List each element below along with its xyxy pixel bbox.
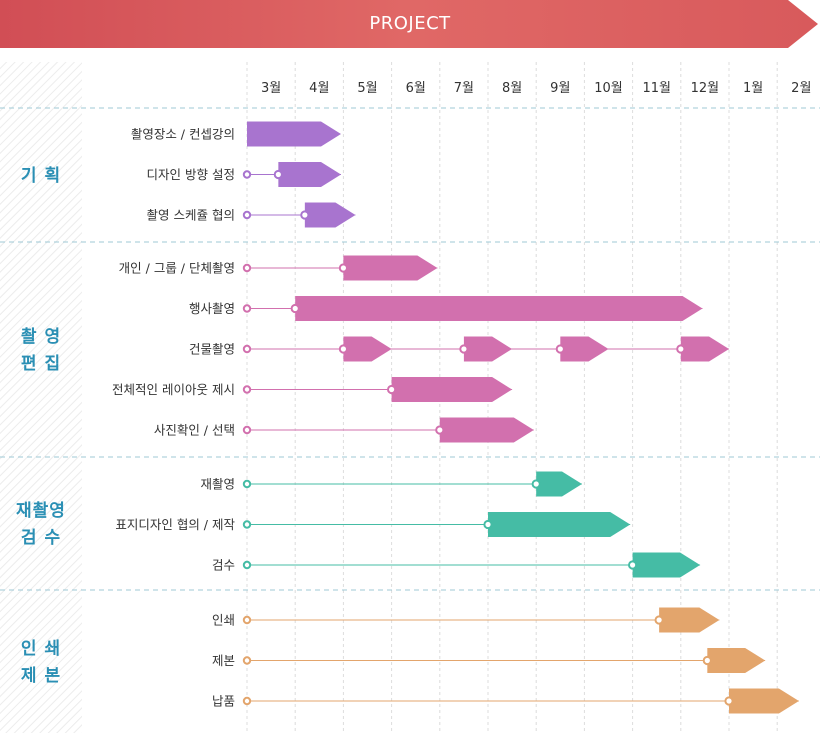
bar-start-marker [338, 263, 348, 273]
task-label: 표지디자인 협의 / 제작 [115, 517, 235, 532]
bar-start-marker [387, 384, 397, 395]
month-label: 11월 [642, 81, 671, 96]
task-label: 인쇄 [212, 613, 235, 628]
task-label: 개인 / 그룹 / 단체촬영 [119, 261, 235, 276]
task-label: 촬영 스케쥴 협의 [147, 208, 235, 223]
start-point-marker [242, 263, 252, 273]
bar-start-marker [702, 655, 712, 666]
task-label: 납품 [212, 694, 235, 709]
bar-start-marker [338, 344, 348, 354]
start-point-marker [242, 520, 252, 529]
task-bar [247, 121, 341, 147]
bar-start-marker [654, 615, 664, 625]
task-label: 촬영장소 / 컨셉강의 [131, 127, 235, 142]
task-bar [343, 336, 392, 362]
phase-label: 재촬영 [16, 501, 66, 521]
month-label: 3월 [261, 81, 281, 96]
month-label: 8월 [502, 81, 522, 96]
month-label: 5월 [357, 81, 377, 96]
month-label: 9월 [550, 81, 570, 96]
task-bar [343, 255, 438, 281]
task-bar [304, 202, 356, 228]
task-bar [659, 607, 720, 633]
header-title: PROJECT [369, 13, 451, 34]
task-bar [463, 336, 513, 362]
task-bar [560, 336, 609, 362]
start-point-marker [242, 560, 252, 570]
task-bar [729, 688, 799, 714]
start-point-marker [242, 696, 252, 706]
task-label: 재촬영 [200, 477, 235, 492]
start-point-marker [242, 210, 252, 220]
bar-start-marker [724, 696, 734, 706]
task-bar [295, 296, 703, 321]
start-point-marker [242, 385, 252, 394]
month-label: 7월 [454, 81, 474, 96]
bar-start-marker [676, 344, 686, 354]
month-label: 2월 [791, 81, 811, 96]
phase-label: 제 본 [21, 666, 61, 686]
month-label: 10월 [594, 81, 623, 96]
task-label: 제본 [212, 653, 235, 668]
task-label: 건물촬영 [189, 342, 235, 357]
start-point-marker [242, 344, 252, 354]
task-label: 전체적인 레이아웃 제시 [112, 382, 235, 397]
task-bar [536, 471, 582, 497]
start-point-marker [242, 170, 252, 179]
bar-start-marker [628, 560, 638, 570]
task-label: 사진확인 / 선택 [154, 423, 235, 438]
task-label: 검수 [212, 558, 235, 573]
task-label: 디자인 방향 설정 [147, 167, 235, 182]
bar-start-marker [290, 303, 300, 314]
bar-start-marker [459, 344, 469, 354]
header-banner [0, 0, 818, 48]
bar-start-marker [531, 479, 541, 489]
header-arrow-shape [0, 0, 818, 48]
phase-label: 기 획 [21, 166, 61, 186]
start-point-marker [242, 479, 252, 489]
phase-label: 촬 영 [21, 327, 61, 347]
phase-label: 편 집 [21, 354, 61, 374]
month-label: 1월 [743, 81, 763, 96]
phase-label: 검 수 [21, 528, 61, 548]
phase-label: 인 쇄 [21, 639, 61, 659]
task-bar [632, 552, 701, 578]
task-label: 행사촬영 [189, 301, 235, 316]
start-point-marker [242, 615, 252, 625]
left-hatch-band [0, 62, 82, 733]
bar-start-marker [483, 519, 493, 530]
task-bar [707, 648, 766, 673]
task-bar [278, 162, 341, 187]
start-point-marker [242, 425, 252, 435]
bar-start-marker [273, 169, 283, 180]
month-label: 4월 [309, 81, 329, 96]
bar-start-marker [555, 344, 565, 354]
task-bar [439, 417, 534, 443]
task-bar [680, 336, 729, 362]
month-label: 12월 [691, 81, 720, 96]
task-bar [488, 512, 631, 537]
start-point-marker [242, 656, 252, 665]
start-point-marker [242, 304, 252, 313]
bar-start-marker [435, 425, 445, 435]
bar-start-marker [300, 210, 310, 220]
month-label: 6월 [406, 81, 426, 96]
task-bar [391, 377, 513, 402]
